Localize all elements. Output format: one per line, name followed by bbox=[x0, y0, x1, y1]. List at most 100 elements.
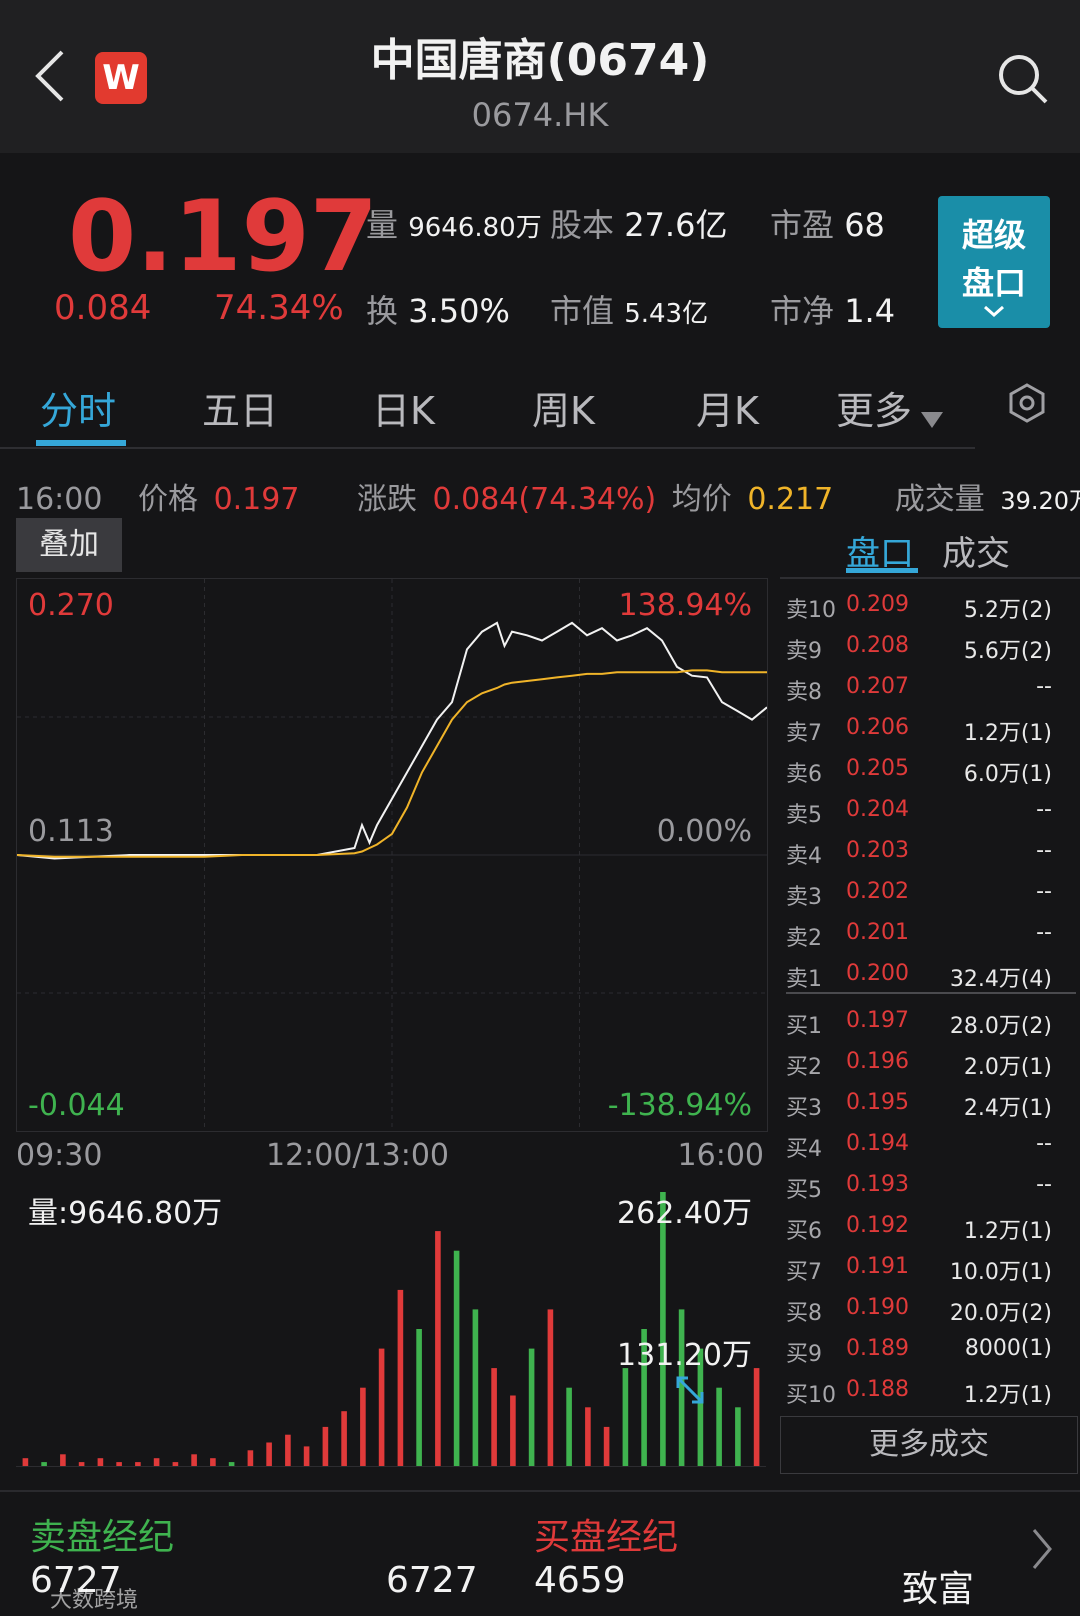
volume-bar bbox=[753, 1368, 760, 1466]
ask-level-label: 卖9 bbox=[786, 639, 822, 664]
series-line-average bbox=[16, 669, 767, 858]
ask-price: 0.209 bbox=[846, 592, 909, 617]
volume-bar bbox=[247, 1450, 254, 1466]
ask-row: 卖10 0.209 5.2万(2) bbox=[786, 584, 1076, 625]
chevron-right-icon[interactable] bbox=[1026, 1526, 1056, 1572]
bid-price: 0.192 bbox=[846, 1213, 909, 1238]
bid-level-label: 买8 bbox=[786, 1301, 822, 1326]
volume-bar bbox=[735, 1407, 741, 1466]
ask-row: 卖9 0.208 5.6万(2) bbox=[786, 625, 1076, 666]
page-title: 中国唐商(0674) bbox=[370, 35, 710, 86]
ask-level-label: 卖7 bbox=[786, 721, 822, 746]
bid-volume: 28.0万(2) bbox=[949, 1014, 1052, 1039]
tab-five-day[interactable]: 五日 bbox=[202, 389, 279, 433]
ask-volume: -- bbox=[1036, 920, 1052, 945]
bid-row: 买8 0.190 20.0万(2) bbox=[786, 1287, 1076, 1328]
bid-row: 买7 0.191 10.0万(1) bbox=[786, 1246, 1076, 1287]
bid-volume: 1.2万(1) bbox=[963, 1383, 1052, 1408]
tabs-divider bbox=[0, 447, 975, 449]
bid-row: 买4 0.194 -- bbox=[786, 1123, 1076, 1164]
stat-pb: 市净 1.4 bbox=[770, 292, 896, 330]
bid-row: 买9 0.189 8000(1) bbox=[786, 1328, 1076, 1369]
bid-volume: 20.0万(2) bbox=[949, 1301, 1052, 1326]
ask-volume: 5.2万(2) bbox=[963, 598, 1052, 623]
bid-level-label: 买2 bbox=[786, 1055, 822, 1080]
axis-top-pct: 138.94% bbox=[618, 588, 752, 623]
volume-bar bbox=[528, 1348, 535, 1466]
volume-chart-svg bbox=[22, 1192, 760, 1466]
tab-order-book[interactable]: 盘口 bbox=[846, 534, 914, 574]
sell-brokers-title: 卖盘经纪 bbox=[30, 1517, 175, 1558]
overlay-button[interactable]: 叠加 bbox=[16, 518, 122, 572]
volume-bar bbox=[678, 1309, 685, 1466]
ask-price: 0.206 bbox=[846, 715, 909, 740]
bid-row: 买5 0.193 -- bbox=[786, 1164, 1076, 1205]
back-icon[interactable] bbox=[28, 46, 72, 106]
ask-price: 0.200 bbox=[846, 961, 909, 986]
volume-bar bbox=[153, 1458, 160, 1466]
time-start: 09:30 bbox=[16, 1138, 103, 1173]
bid-volume: 1.2万(1) bbox=[963, 1219, 1052, 1244]
bid-volume: 10.0万(1) bbox=[949, 1260, 1052, 1285]
settings-icon[interactable] bbox=[1006, 382, 1048, 424]
more-trades-button[interactable]: 更多成交 bbox=[780, 1416, 1078, 1474]
volume-bar bbox=[416, 1329, 422, 1466]
bid-row: 买2 0.196 2.0万(1) bbox=[786, 1041, 1076, 1082]
sell-broker-id: 6727 bbox=[30, 1560, 122, 1601]
tab-monthly-k[interactable]: 月K bbox=[696, 389, 759, 433]
super-panel-line2: 盘口 bbox=[961, 264, 1026, 302]
bid-row: 买6 0.192 1.2万(1) bbox=[786, 1205, 1076, 1246]
ask-level-label: 卖3 bbox=[786, 885, 822, 910]
ask-row: 卖4 0.203 -- bbox=[786, 830, 1076, 871]
super-panel-button[interactable]: 超级 盘口 bbox=[938, 196, 1050, 328]
intraday-chart-svg bbox=[16, 579, 768, 1131]
buy-broker-id: 4659 bbox=[534, 1560, 626, 1601]
tab-more[interactable]: 更多 bbox=[836, 380, 944, 435]
price-change-pct: 74.34% bbox=[214, 288, 344, 328]
volume-bar bbox=[435, 1231, 441, 1466]
volume-bar bbox=[303, 1446, 310, 1466]
info-bar: 16:00 价格 0.197 涨跌 0.084(74.34%) 均价 0.217… bbox=[16, 482, 1080, 517]
last-price: 0.197 bbox=[68, 180, 378, 294]
volume-bar bbox=[641, 1329, 647, 1466]
volume-bar bbox=[116, 1462, 122, 1466]
ask-price: 0.207 bbox=[846, 674, 909, 699]
ask-volume: 1.2万(1) bbox=[963, 721, 1052, 746]
bid-row: 买10 0.188 1.2万(1) bbox=[786, 1369, 1076, 1410]
tab-intraday-underline bbox=[36, 440, 126, 446]
volume-bar bbox=[41, 1462, 47, 1466]
ask-volume: -- bbox=[1036, 879, 1052, 904]
tab-trades[interactable]: 成交 bbox=[942, 534, 1010, 574]
app-logo-letter: W bbox=[102, 58, 140, 98]
bid-level-label: 买3 bbox=[786, 1096, 822, 1121]
sell-broker-id-right: 6727 bbox=[386, 1560, 478, 1601]
bid-price: 0.191 bbox=[846, 1254, 909, 1279]
stat-volume: 量 9646.80万 bbox=[366, 206, 542, 244]
ask-volume: 32.4万(4) bbox=[949, 967, 1052, 992]
bid-price: 0.189 bbox=[846, 1336, 909, 1361]
ticker-code: 0674.HK bbox=[471, 96, 609, 134]
tab-weekly-k[interactable]: 周K bbox=[532, 389, 595, 433]
ask-row: 卖3 0.202 -- bbox=[786, 871, 1076, 912]
intraday-chart bbox=[16, 578, 768, 1132]
tab-intraday[interactable]: 分时 bbox=[40, 389, 117, 433]
expand-icon[interactable] bbox=[672, 1372, 708, 1408]
bid-level-label: 买5 bbox=[786, 1178, 822, 1203]
order-book-separator bbox=[780, 577, 1080, 579]
volume-bar bbox=[360, 1387, 366, 1466]
tab-daily-k[interactable]: 日K bbox=[372, 389, 435, 433]
bid-level-label: 买6 bbox=[786, 1219, 822, 1244]
bid-price: 0.188 bbox=[846, 1377, 909, 1402]
volume-bar bbox=[603, 1426, 610, 1466]
stat-turnover: 换 3.50% bbox=[366, 292, 510, 330]
bid-price: 0.197 bbox=[846, 1008, 909, 1033]
caret-down-icon bbox=[921, 411, 944, 428]
ask-row: 卖2 0.201 -- bbox=[786, 912, 1076, 953]
ask-price: 0.208 bbox=[846, 633, 909, 658]
search-icon[interactable] bbox=[996, 52, 1050, 106]
ask-level-label: 卖5 bbox=[786, 803, 822, 828]
stat-shares: 股本 27.6亿 bbox=[550, 206, 728, 244]
ask-volume: -- bbox=[1036, 797, 1052, 822]
ask-price: 0.203 bbox=[846, 838, 909, 863]
bid-row: 买1 0.197 28.0万(2) bbox=[786, 1000, 1076, 1041]
